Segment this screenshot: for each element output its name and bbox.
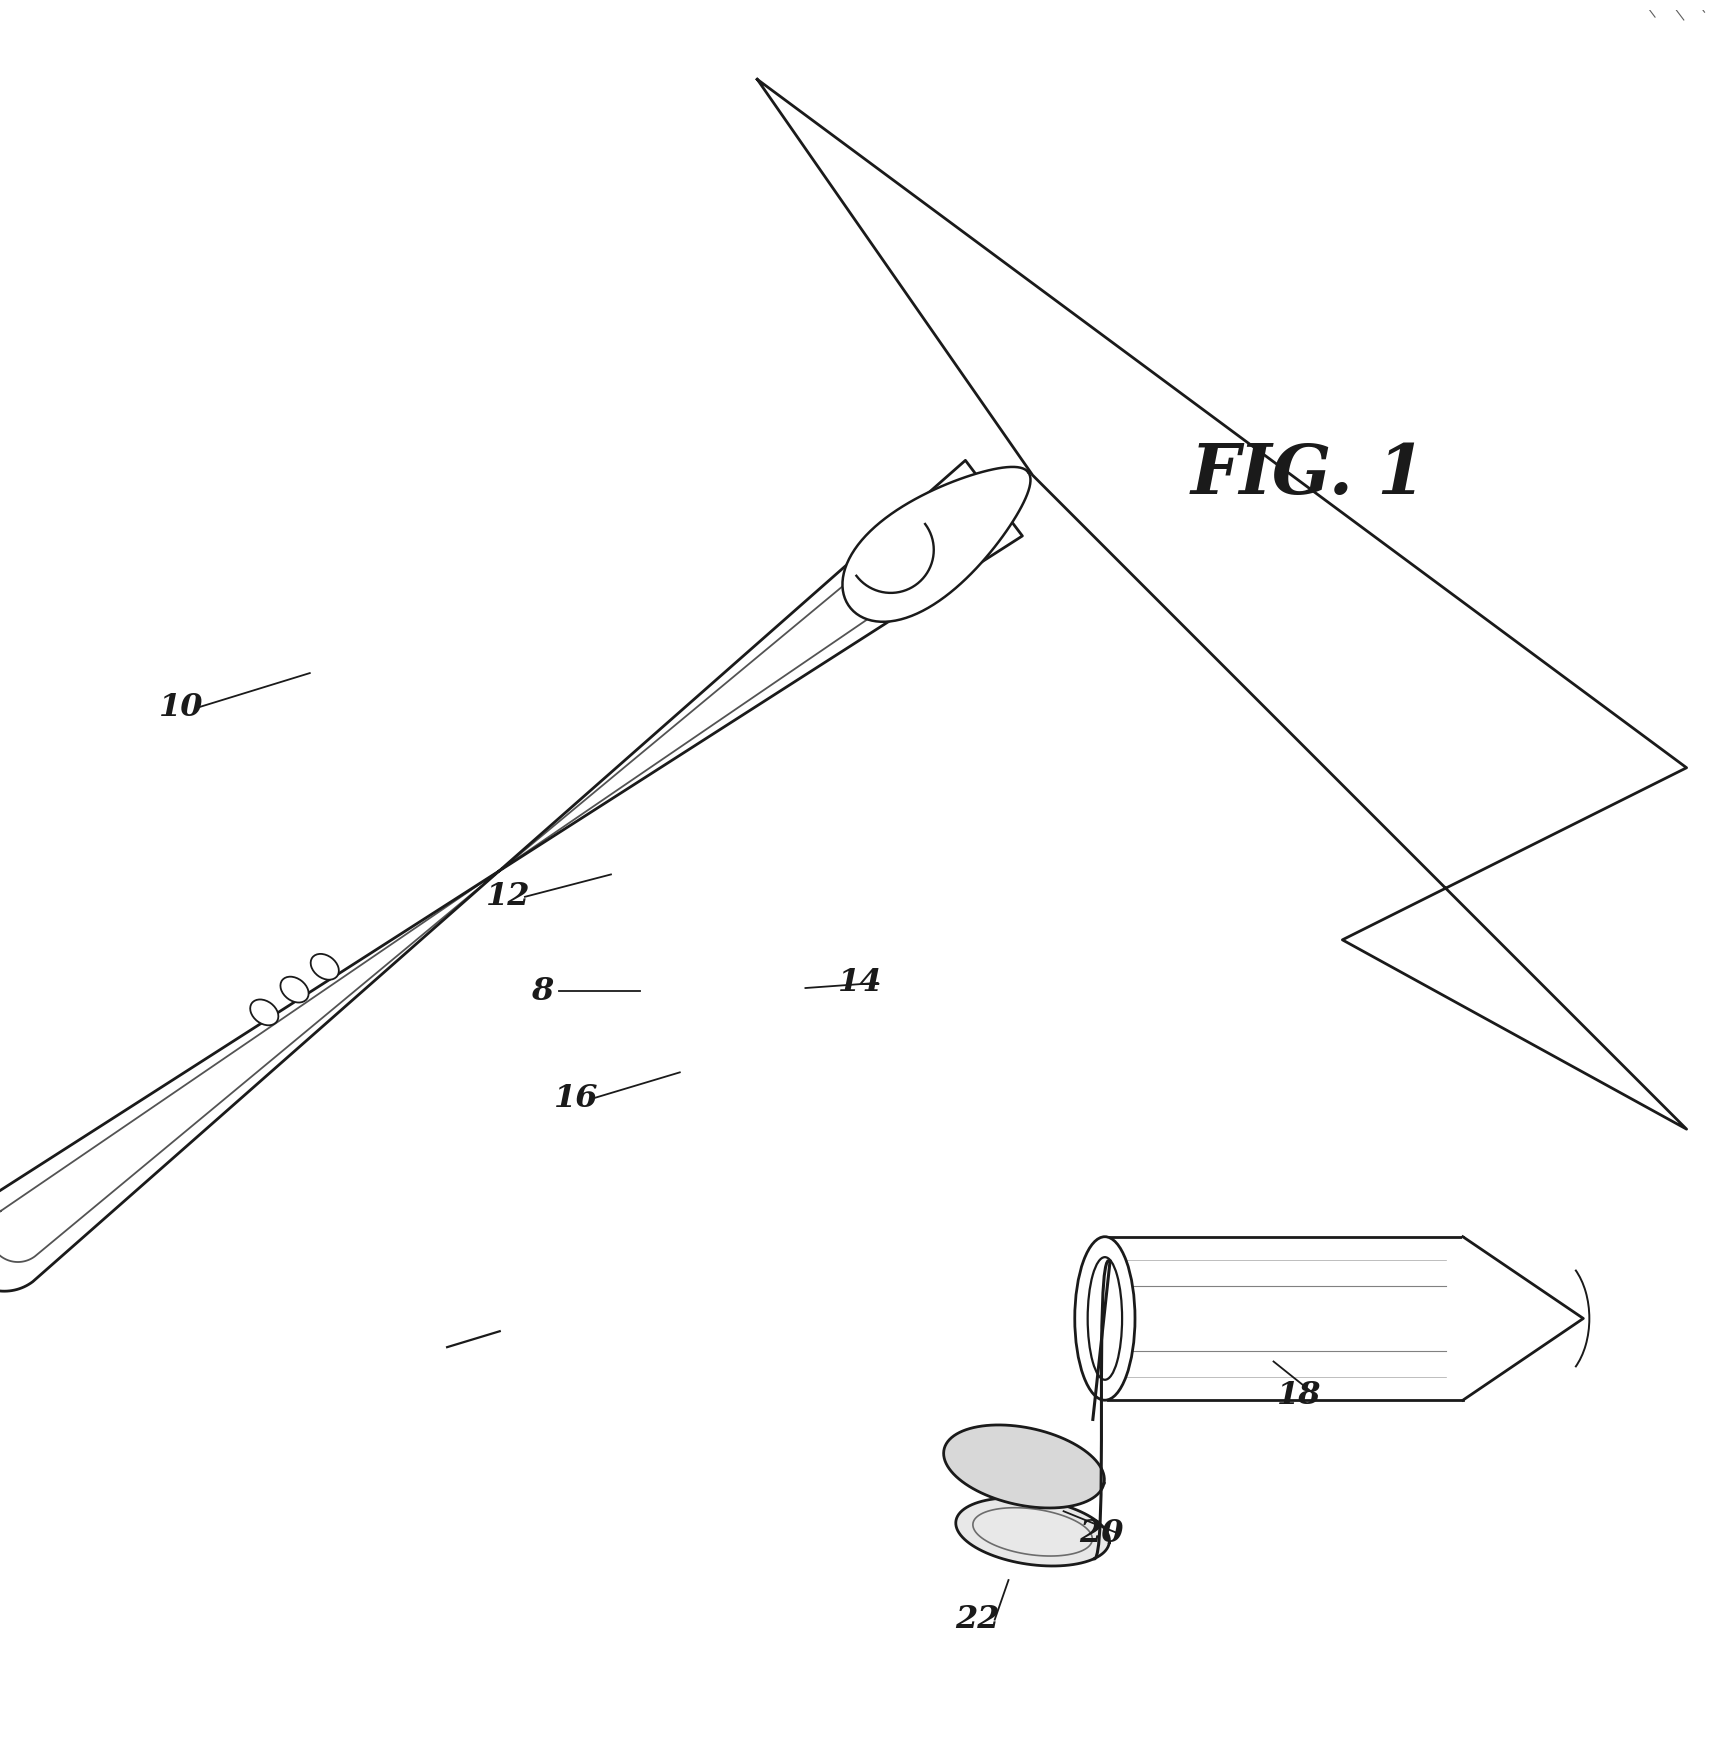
Polygon shape (0, 460, 1022, 1291)
Text: 20: 20 (1079, 1517, 1124, 1549)
Text: 8: 8 (532, 976, 552, 1007)
Polygon shape (843, 467, 1031, 622)
Ellipse shape (250, 1000, 279, 1026)
Ellipse shape (1088, 1258, 1122, 1380)
Text: 10: 10 (158, 692, 203, 723)
Text: 16: 16 (554, 1084, 599, 1113)
Polygon shape (943, 1425, 1105, 1509)
Text: FIG. 1: FIG. 1 (1191, 441, 1425, 509)
Polygon shape (955, 1498, 1110, 1566)
Polygon shape (1463, 1237, 1583, 1401)
Text: 14: 14 (838, 967, 883, 998)
Polygon shape (757, 80, 1687, 1129)
Text: 12: 12 (485, 881, 530, 913)
Ellipse shape (1074, 1237, 1136, 1401)
Ellipse shape (281, 977, 308, 1002)
Text: 22: 22 (955, 1604, 1000, 1636)
Text: 18: 18 (1277, 1380, 1322, 1411)
Ellipse shape (312, 955, 339, 979)
